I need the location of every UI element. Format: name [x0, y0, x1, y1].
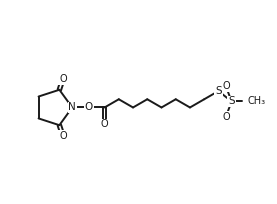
Text: O: O [223, 81, 230, 91]
Text: O: O [101, 120, 108, 130]
Text: O: O [59, 131, 67, 141]
Text: N: N [68, 102, 76, 112]
Text: O: O [59, 74, 67, 84]
Text: CH₃: CH₃ [248, 96, 266, 106]
Text: S: S [215, 86, 222, 96]
Text: O: O [84, 102, 93, 112]
Text: O: O [223, 112, 230, 122]
Text: S: S [228, 96, 235, 106]
